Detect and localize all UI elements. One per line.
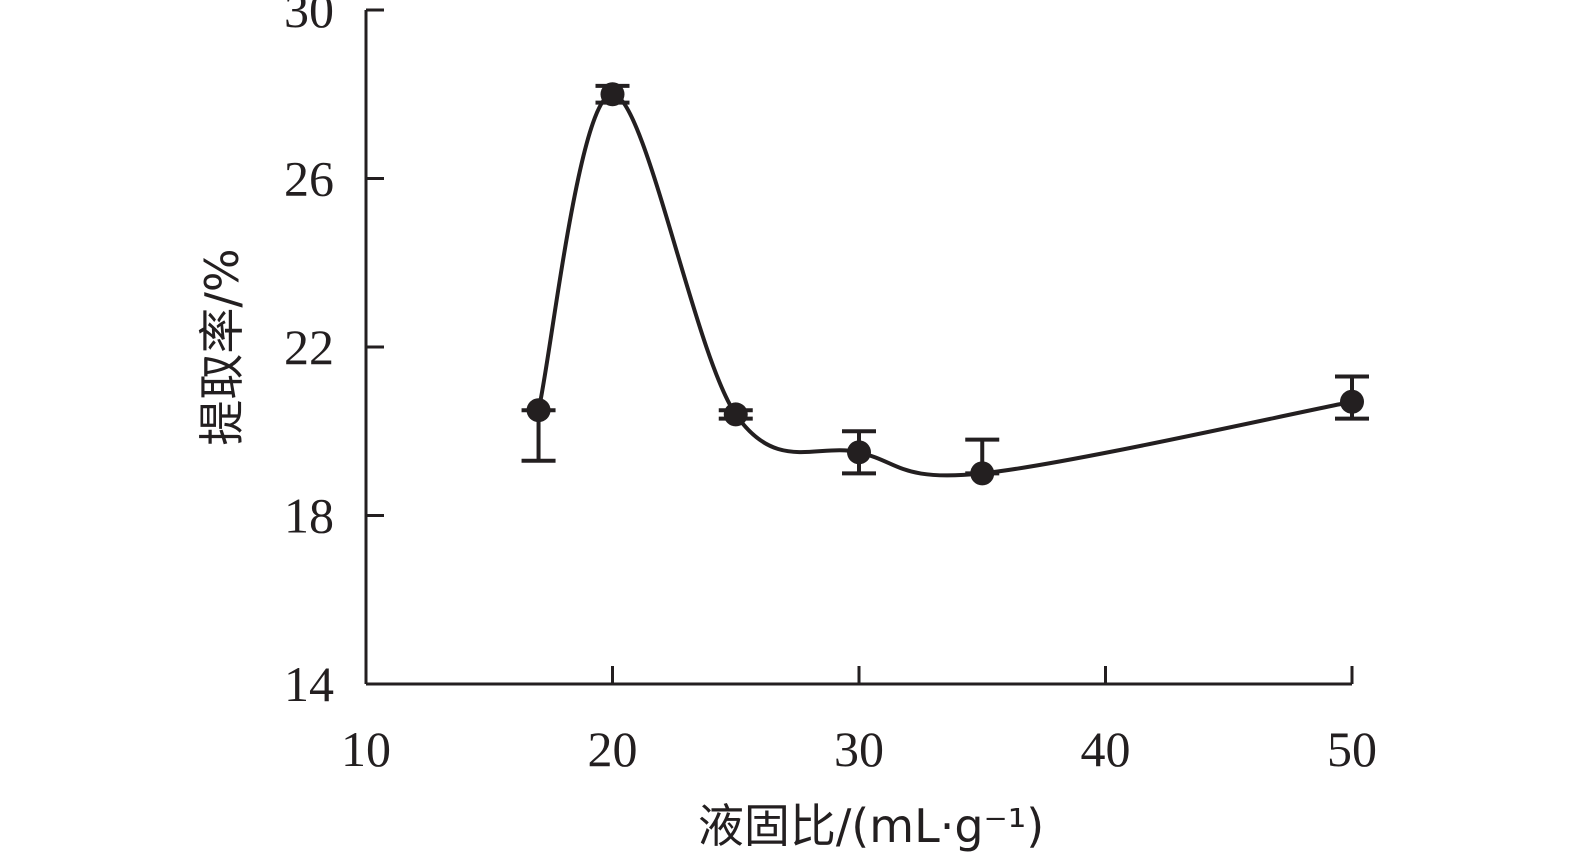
y-tick-label: 14 bbox=[284, 656, 334, 712]
y-tick-label: 22 bbox=[284, 319, 334, 375]
y-ticks: 14 18 22 26 30 bbox=[284, 0, 384, 712]
data-point bbox=[723, 402, 748, 427]
data-point bbox=[847, 440, 871, 465]
series-line bbox=[536, 92, 1353, 478]
y-tick-label: 18 bbox=[284, 488, 334, 544]
data-point bbox=[970, 461, 995, 486]
y-tick-label: 30 bbox=[284, 0, 334, 38]
x-tick-label: 40 bbox=[1081, 721, 1131, 777]
y-tick-label: 26 bbox=[284, 151, 334, 207]
series bbox=[521, 82, 1369, 486]
data-point bbox=[1340, 389, 1364, 414]
x-tick-label: 30 bbox=[834, 721, 884, 777]
x-ticks: 10 20 30 40 50 bbox=[341, 666, 1377, 777]
x-tick-label: 50 bbox=[1327, 721, 1377, 777]
axes bbox=[364, 10, 1352, 686]
y-axis-title: 提取率/% bbox=[195, 248, 249, 445]
data-point bbox=[600, 82, 625, 107]
data-point bbox=[526, 398, 551, 423]
x-axis-title: 液固比/(mL·g⁻¹) bbox=[698, 799, 1044, 853]
x-tick-label: 10 bbox=[341, 721, 391, 777]
x-tick-label: 20 bbox=[588, 721, 638, 777]
